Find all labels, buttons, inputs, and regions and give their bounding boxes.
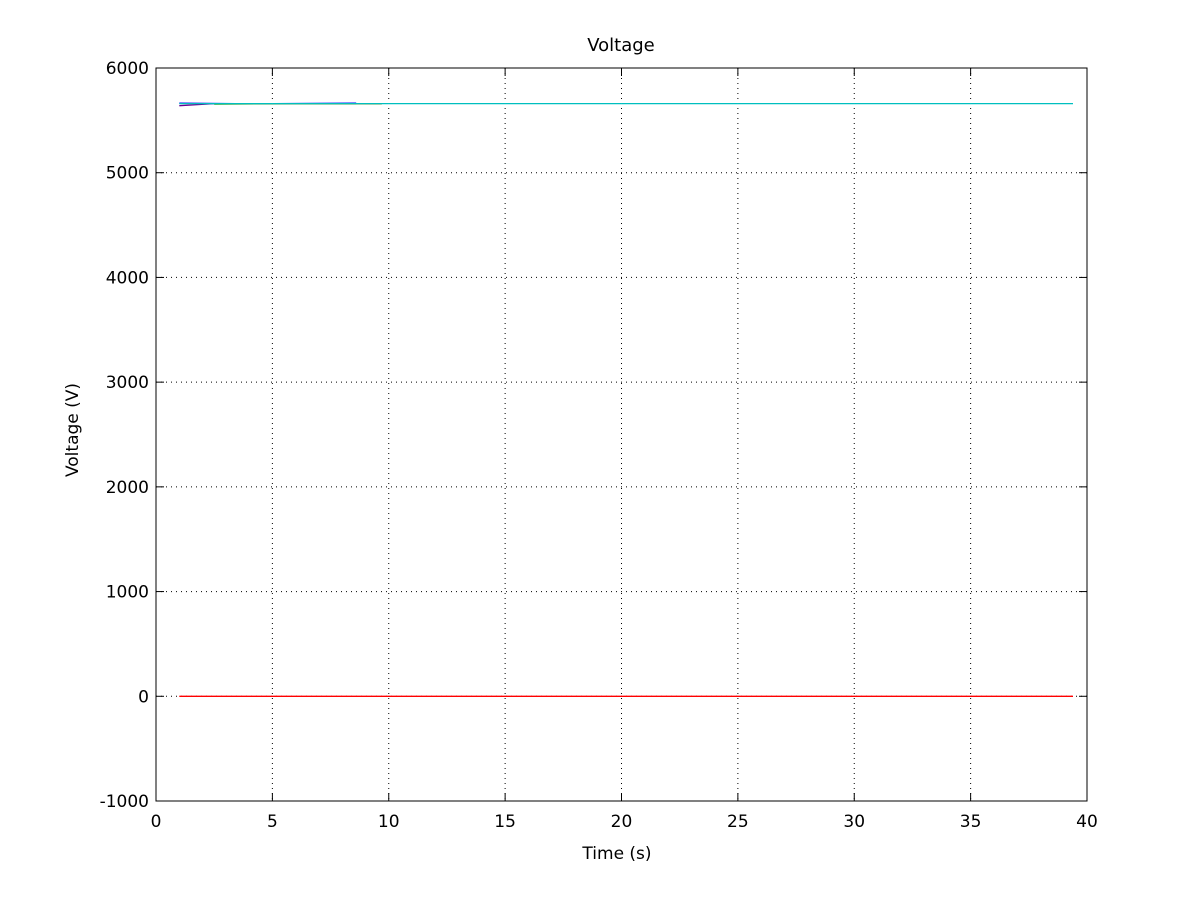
y-tick-label: 5000 [106, 164, 149, 184]
y-tick-label: 0 [138, 687, 149, 707]
y-tick-labels: -1000 0 1000 2000 3000 4000 5000 6000 [100, 59, 149, 812]
grid [156, 68, 1087, 801]
x-tick-labels: 0 5 10 15 20 25 30 35 40 [151, 812, 1098, 832]
x-tick-label: 15 [494, 812, 516, 832]
x-axis-label: Time (s) [581, 844, 651, 864]
y-axis-label: Voltage (V) [63, 383, 83, 477]
x-tick-label: 0 [151, 812, 162, 832]
y-tick-label: 1000 [106, 583, 149, 603]
series-lines [179, 102, 1073, 697]
y-tick-label: 4000 [106, 268, 149, 288]
plot-area [156, 68, 1087, 801]
chart-title: Voltage [587, 35, 655, 56]
y-tick-label: -1000 [100, 792, 149, 812]
y-tick-label: 6000 [106, 59, 149, 79]
x-tick-label: 25 [727, 812, 749, 832]
y-tick-label: 2000 [106, 478, 149, 498]
x-tick-label: 30 [843, 812, 865, 832]
y-tick-label: 3000 [106, 373, 149, 393]
x-tick-label: 5 [267, 812, 278, 832]
axis-ticks [155, 67, 1088, 802]
x-tick-label: 20 [611, 812, 633, 832]
x-tick-label: 10 [378, 812, 400, 832]
x-tick-label: 35 [960, 812, 982, 832]
x-tick-label: 40 [1076, 812, 1098, 832]
